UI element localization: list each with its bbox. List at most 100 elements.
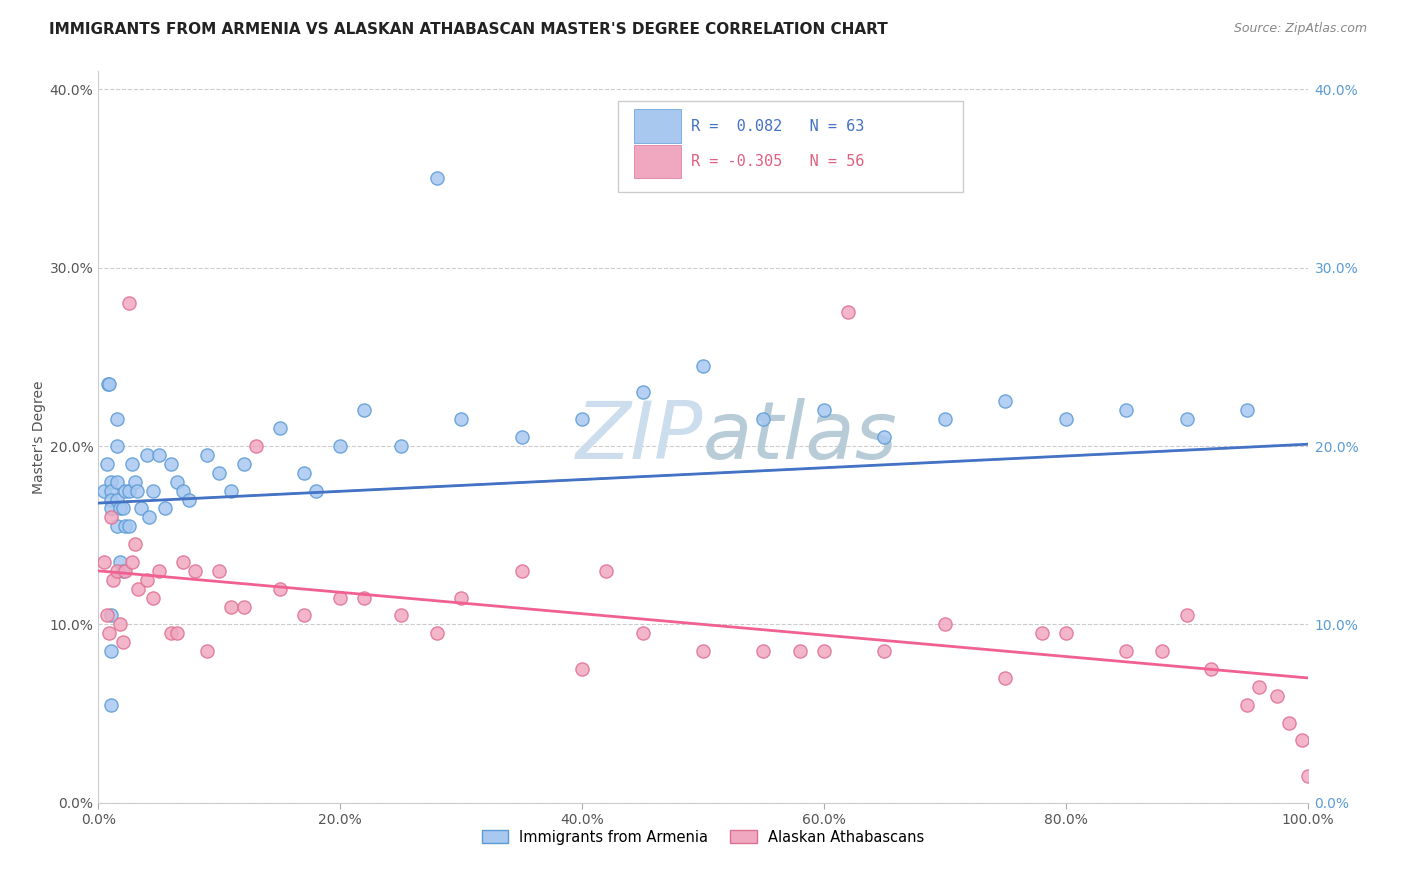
Point	[100, 608, 122, 623]
Point	[121, 457, 143, 471]
Point	[994, 671, 1017, 685]
Y-axis label: Master's Degree: Master's Degree	[31, 380, 45, 494]
Point	[329, 439, 352, 453]
Text: R = -0.305   N = 56: R = -0.305 N = 56	[690, 153, 865, 169]
Point	[148, 564, 170, 578]
Point	[127, 582, 149, 596]
Point	[1054, 412, 1077, 426]
Point	[389, 439, 412, 453]
Point	[450, 591, 472, 605]
Point	[510, 564, 533, 578]
Point	[208, 466, 231, 480]
Point	[934, 412, 956, 426]
Point	[269, 421, 291, 435]
Point	[1296, 769, 1319, 783]
Legend: Immigrants from Armenia, Alaskan Athabascans: Immigrants from Armenia, Alaskan Athabas…	[475, 823, 931, 850]
FancyBboxPatch shape	[634, 110, 682, 143]
Point	[100, 492, 122, 507]
Point	[1175, 412, 1198, 426]
Point	[160, 457, 183, 471]
Point	[789, 644, 811, 658]
Point	[353, 591, 375, 605]
Point	[571, 412, 593, 426]
Point	[232, 457, 254, 471]
Point	[571, 662, 593, 676]
Point	[221, 599, 243, 614]
Point	[105, 412, 128, 426]
Point	[208, 564, 231, 578]
Point	[245, 439, 267, 453]
Point	[305, 483, 328, 498]
Point	[934, 617, 956, 632]
Point	[221, 483, 243, 498]
Point	[108, 501, 131, 516]
Point	[111, 635, 134, 649]
Point	[98, 376, 121, 391]
Point	[166, 475, 188, 489]
Point	[108, 555, 131, 569]
Point	[450, 412, 472, 426]
Point	[1236, 698, 1258, 712]
Point	[100, 483, 122, 498]
Point	[873, 644, 896, 658]
FancyBboxPatch shape	[634, 145, 682, 178]
Point	[129, 501, 152, 516]
Point	[1291, 733, 1313, 747]
Point	[1115, 644, 1137, 658]
Point	[813, 403, 835, 417]
Point	[118, 296, 141, 310]
Point	[100, 475, 122, 489]
Point	[105, 564, 128, 578]
Text: Source: ZipAtlas.com: Source: ZipAtlas.com	[1233, 22, 1367, 36]
Point	[93, 483, 115, 498]
Point	[111, 564, 134, 578]
Text: IMMIGRANTS FROM ARMENIA VS ALASKAN ATHABASCAN MASTER'S DEGREE CORRELATION CHART: IMMIGRANTS FROM ARMENIA VS ALASKAN ATHAB…	[49, 22, 889, 37]
Point	[329, 591, 352, 605]
Point	[96, 608, 118, 623]
Point	[100, 501, 122, 516]
Text: R =  0.082   N = 63: R = 0.082 N = 63	[690, 119, 865, 134]
Point	[195, 448, 218, 462]
Point	[1152, 644, 1174, 658]
Point	[105, 475, 128, 489]
Point	[98, 626, 121, 640]
Point	[426, 626, 449, 640]
Point	[692, 644, 714, 658]
Point	[160, 626, 183, 640]
Point	[1267, 689, 1289, 703]
FancyBboxPatch shape	[619, 101, 963, 192]
Point	[111, 501, 134, 516]
Point	[105, 492, 128, 507]
Point	[1031, 626, 1053, 640]
Point	[96, 457, 118, 471]
Point	[105, 439, 128, 453]
Point	[100, 644, 122, 658]
Point	[172, 483, 194, 498]
Point	[153, 501, 176, 516]
Point	[389, 608, 412, 623]
Point	[1236, 403, 1258, 417]
Point	[510, 430, 533, 444]
Point	[1278, 715, 1301, 730]
Point	[692, 359, 714, 373]
Text: ZIP: ZIP	[575, 398, 703, 476]
Point	[114, 564, 136, 578]
Point	[93, 555, 115, 569]
Point	[142, 591, 165, 605]
Point	[813, 644, 835, 658]
Point	[232, 599, 254, 614]
Point	[195, 644, 218, 658]
Point	[138, 510, 160, 524]
Point	[105, 519, 128, 533]
Point	[631, 626, 654, 640]
Point	[292, 466, 315, 480]
Point	[752, 644, 775, 658]
Point	[994, 394, 1017, 409]
Point	[114, 483, 136, 498]
Point	[1054, 626, 1077, 640]
Point	[1249, 680, 1271, 694]
Point	[1272, 55, 1295, 70]
Text: atlas: atlas	[703, 398, 898, 476]
Point	[184, 564, 207, 578]
Point	[752, 412, 775, 426]
